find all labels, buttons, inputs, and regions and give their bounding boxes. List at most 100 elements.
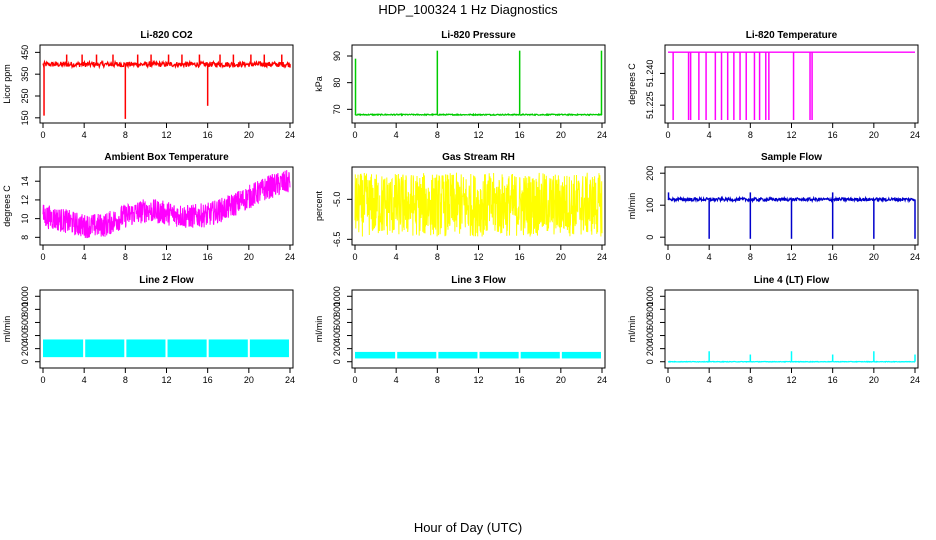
plot-frame xyxy=(39,44,294,124)
plot-frame xyxy=(351,44,606,124)
y-tick-label: 600 xyxy=(20,315,30,330)
x-tick-label: 20 xyxy=(556,375,566,385)
x-tick-label: 8 xyxy=(435,130,440,140)
panel-title: Li-820 Temperature xyxy=(746,30,838,41)
y-tick-label: 200 xyxy=(645,166,655,181)
x-tick-label: 20 xyxy=(556,252,566,262)
panel-5: Gas Stream RH percent 0 4 8 12 16 20 24 -6.5 -5.0 xyxy=(314,152,607,262)
x-tick-label: 16 xyxy=(203,252,213,262)
x-tick-label: 8 xyxy=(748,252,753,262)
band-segment xyxy=(520,351,560,359)
x-tick-label: 24 xyxy=(910,375,920,385)
x-tick-label: 12 xyxy=(473,130,483,140)
y-tick-label: 800 xyxy=(332,302,342,317)
series-line xyxy=(42,170,291,239)
series xyxy=(668,51,915,120)
x-axis-label: Hour of Day (UTC) xyxy=(414,520,522,535)
series xyxy=(43,339,289,358)
panel-title: Li-820 Pressure xyxy=(441,30,516,41)
y-tick-label: 51.225 xyxy=(645,91,655,119)
y-tick-label: 800 xyxy=(645,302,655,317)
series-line xyxy=(42,59,291,70)
series xyxy=(42,54,291,119)
band-segment xyxy=(43,339,84,358)
x-tick-label: 24 xyxy=(910,252,920,262)
series-line xyxy=(354,172,603,237)
x-tick-label: 4 xyxy=(82,130,87,140)
band-segment xyxy=(249,339,289,358)
panel-title: Ambient Box Temperature xyxy=(104,152,229,163)
panel-7: Line 2 Flow ml/min 0 4 8 12 16 20 24 0 20040060080… xyxy=(2,275,295,385)
figure-title: HDP_100324 1 Hz Diagnostics xyxy=(378,2,558,17)
x-tick-label: 12 xyxy=(786,130,796,140)
y-tick-label: 400 xyxy=(20,328,30,343)
series xyxy=(355,351,601,359)
panel-4: Ambient Box Temperature degrees C 0 4 8 12 16 2… xyxy=(2,152,295,262)
panel-6: Sample Flow ml/min 0 4 8 12 16 20 24 0 100 200 xyxy=(627,152,920,262)
y-tick-label: 600 xyxy=(332,315,342,330)
y-tick-label: 200 xyxy=(645,341,655,356)
x-tick-label: 0 xyxy=(352,252,357,262)
y-tick-label: 90 xyxy=(332,51,342,61)
band-segment xyxy=(438,351,478,359)
band-segment xyxy=(355,351,396,359)
panels: Li-820 CO2 Licor ppm 0 4 8 12 16 20 24 150 250 350 4… xyxy=(2,30,920,385)
y-tick-label: 14 xyxy=(20,176,30,186)
y-axis-label: percent xyxy=(314,190,324,221)
y-axis-label: degrees C xyxy=(627,63,637,105)
band-segment xyxy=(561,351,601,359)
y-tick-label: -5.0 xyxy=(332,192,342,208)
x-tick-label: 4 xyxy=(707,375,712,385)
x-tick-label: 4 xyxy=(82,375,87,385)
x-tick-label: 0 xyxy=(40,375,45,385)
y-tick-label: 200 xyxy=(332,341,342,356)
x-tick-label: 12 xyxy=(786,375,796,385)
x-tick-label: 24 xyxy=(910,130,920,140)
x-tick-label: 16 xyxy=(203,130,213,140)
x-tick-label: 12 xyxy=(473,252,483,262)
x-tick-label: 24 xyxy=(285,252,295,262)
x-tick-label: 4 xyxy=(394,130,399,140)
y-tick-label: 250 xyxy=(20,88,30,103)
x-tick-label: 16 xyxy=(828,252,838,262)
panel-title: Gas Stream RH xyxy=(442,152,515,163)
x-tick-label: 8 xyxy=(123,252,128,262)
band-segment xyxy=(479,351,519,359)
x-tick-label: 12 xyxy=(161,252,171,262)
x-tick-label: 24 xyxy=(285,375,295,385)
y-tick-label: 0 xyxy=(645,235,655,240)
x-tick-label: 12 xyxy=(161,130,171,140)
y-tick-label: 1000 xyxy=(20,286,30,306)
y-axis-label: degrees C xyxy=(2,185,12,227)
x-tick-label: 20 xyxy=(869,252,879,262)
x-tick-label: 20 xyxy=(556,130,566,140)
panel-title: Sample Flow xyxy=(761,152,822,163)
band-segment xyxy=(85,339,125,358)
x-tick-label: 0 xyxy=(40,130,45,140)
series xyxy=(667,192,916,239)
y-axis-label: kPa xyxy=(314,76,324,92)
x-tick-label: 16 xyxy=(828,130,838,140)
y-tick-label: 400 xyxy=(332,328,342,343)
y-tick-label: 100 xyxy=(645,198,655,213)
panel-1: Li-820 CO2 Licor ppm 0 4 8 12 16 20 24 150 250 350 4… xyxy=(2,30,295,140)
band-segment xyxy=(397,351,437,359)
x-tick-label: 4 xyxy=(394,375,399,385)
panel-3: Li-820 Temperature degrees C 0 4 8 12 16 20 24 51… xyxy=(627,30,920,140)
y-tick-label: 150 xyxy=(20,110,30,125)
x-tick-label: 20 xyxy=(244,252,254,262)
x-tick-label: 20 xyxy=(869,130,879,140)
plot-frame xyxy=(664,44,919,124)
x-tick-label: 8 xyxy=(123,375,128,385)
x-tick-label: 20 xyxy=(244,375,254,385)
x-tick-label: 16 xyxy=(515,130,525,140)
series-line xyxy=(354,112,603,117)
x-tick-label: 0 xyxy=(665,252,670,262)
x-tick-label: 0 xyxy=(352,130,357,140)
y-tick-label: 0 xyxy=(332,359,342,364)
x-tick-label: 24 xyxy=(597,252,607,262)
x-tick-label: 12 xyxy=(786,252,796,262)
panel-title: Line 2 Flow xyxy=(139,275,194,286)
x-tick-label: 16 xyxy=(515,375,525,385)
y-tick-label: 350 xyxy=(20,67,30,82)
